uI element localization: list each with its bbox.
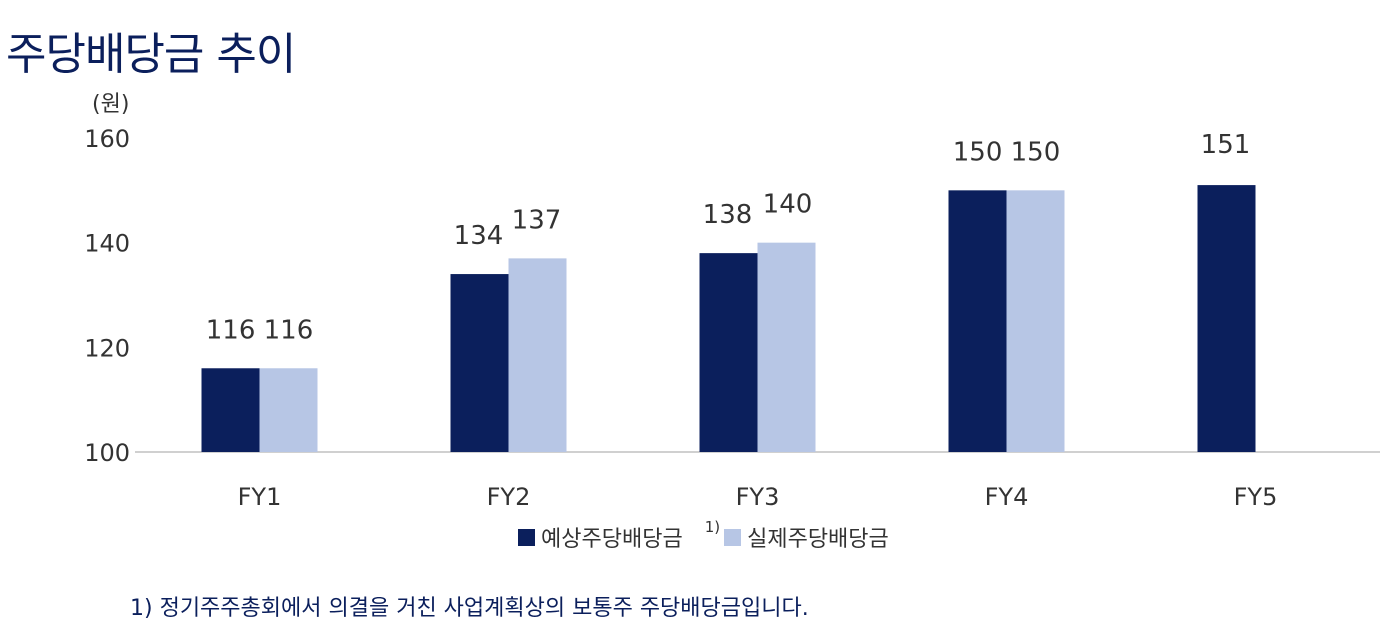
y-tick-label: 140	[84, 230, 130, 258]
footnote: 1) 정기주주총회에서 의결을 거친 사업계획상의 보통주 주당배당금입니다.	[130, 596, 809, 621]
bar-actual-fy1	[259, 368, 318, 452]
legend-item-expected: 예상주당배당금	[518, 521, 683, 553]
y-tick-label: 120	[84, 334, 130, 362]
bar-expected-fy2	[450, 274, 509, 452]
legend-swatch-actual	[724, 528, 742, 546]
legend: 예상주당배당금 1) 실제주당배당금	[518, 518, 889, 553]
bar-actual-fy3	[757, 242, 816, 452]
x-tick-label: FY5	[1234, 483, 1278, 511]
data-label-fy3-actual: 140	[763, 190, 813, 220]
y-tick-label: 160	[84, 125, 130, 153]
bar-expected-fy5	[1197, 185, 1256, 452]
bar-actual-fy4	[1006, 190, 1065, 453]
data-label-fy5: 151	[1201, 130, 1251, 160]
bar-expected-fy1	[201, 368, 260, 452]
data-label-fy3-expected: 138	[703, 200, 753, 230]
x-tick-label: FY1	[238, 483, 282, 511]
bar-expected-fy4	[948, 190, 1007, 453]
data-label-fy2-actual: 137	[512, 205, 562, 235]
chart-title: 주당배당금 추이	[6, 29, 296, 80]
x-tick-label: FY2	[487, 483, 531, 511]
data-label-fy4: 150 150	[953, 137, 1061, 167]
legend-item-actual: 실제주당배당금	[724, 521, 889, 553]
x-tick-label: FY3	[736, 483, 780, 511]
data-label-fy1: 116 116	[206, 315, 314, 345]
data-label-fy2-expected: 134	[454, 221, 504, 251]
x-tick-label: FY4	[985, 483, 1029, 511]
legend-swatch-expected	[518, 528, 535, 546]
y-axis-unit-label: (원)	[92, 92, 130, 117]
y-tick-label: 100	[84, 439, 130, 467]
legend-label-expected: 예상주당배당금	[541, 527, 683, 552]
bar-expected-fy3	[699, 253, 758, 452]
bar-actual-fy2	[508, 258, 567, 452]
legend-footnote-marker: 1)	[704, 518, 721, 536]
legend-label-actual: 실제주당배당금	[747, 527, 889, 552]
